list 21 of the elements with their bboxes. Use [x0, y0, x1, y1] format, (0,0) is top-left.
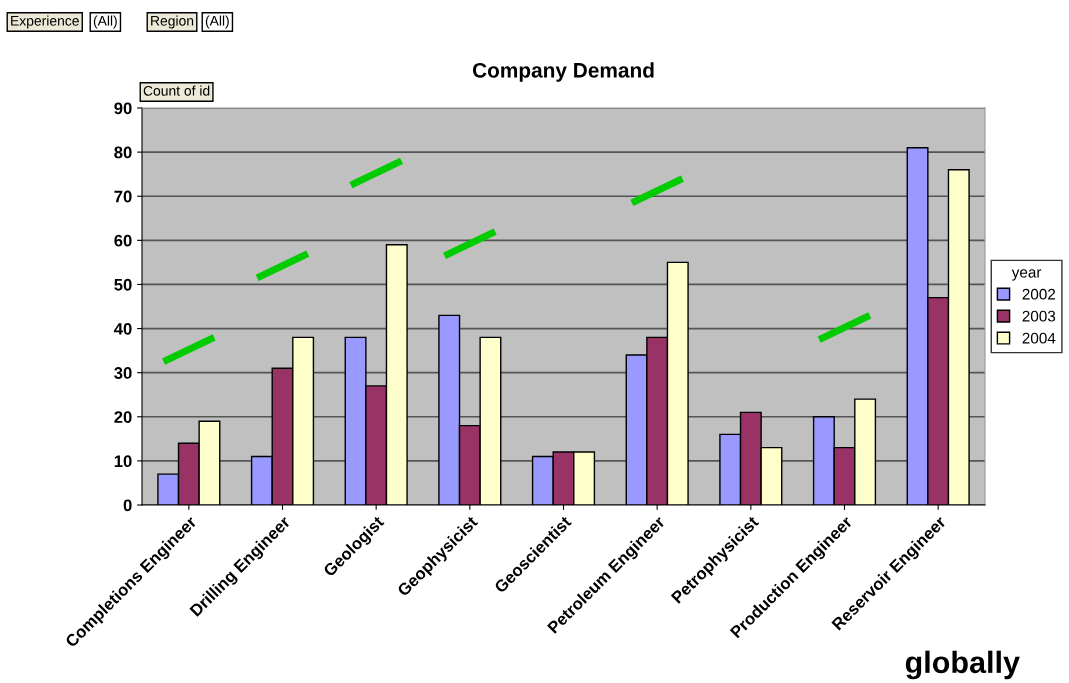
- legend-label: 2002: [1022, 288, 1056, 300]
- y-tick-label: 10: [114, 455, 132, 468]
- y-tick-label: 80: [114, 146, 132, 159]
- y-tick-label: 20: [114, 411, 132, 423]
- y-tick-label: 40: [113, 322, 132, 335]
- y-tick-label: 90: [114, 102, 132, 115]
- y-tick-label: 50: [114, 278, 132, 291]
- y-tick-label: 60: [114, 234, 132, 247]
- text: globally: [905, 650, 1020, 680]
- text: (All): [205, 15, 229, 29]
- y-tick-label: 70: [114, 190, 132, 203]
- legend-label: 2004: [1022, 332, 1056, 344]
- text: Experience: [11, 15, 79, 29]
- legend-title: year: [1011, 269, 1042, 281]
- text: Region: [151, 15, 194, 29]
- y-tick-label: 30: [114, 367, 132, 379]
- text: (All): [93, 15, 117, 29]
- legend-label: 2003: [1022, 310, 1056, 322]
- chart-title: Company Demand: [472, 62, 654, 82]
- y-tick-label: 0: [123, 499, 132, 512]
- text: Count of id: [143, 85, 210, 96]
